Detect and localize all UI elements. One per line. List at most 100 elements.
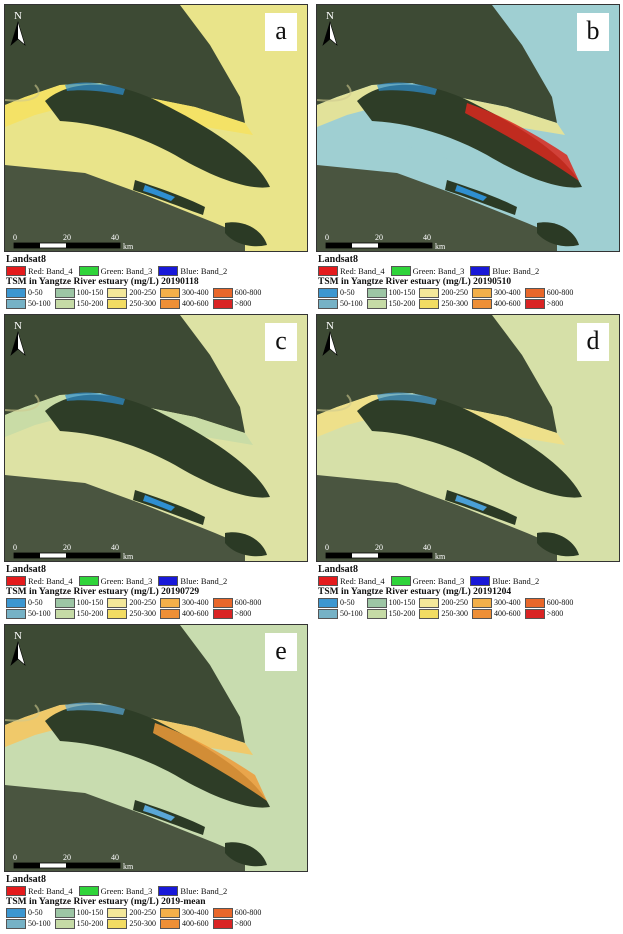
svg-text:40: 40 <box>111 853 119 862</box>
north-arrow-icon: N <box>9 629 27 667</box>
legend-class: 50-100 <box>318 609 363 619</box>
panel-letter: e <box>265 633 297 671</box>
legend-swatch <box>54 609 75 619</box>
map-image <box>5 5 307 251</box>
legend-rgb-item: Blue: Band_2 <box>158 266 227 276</box>
panel-letter: a <box>265 13 297 51</box>
legend-class: 0-50 <box>318 288 363 298</box>
svg-text:20: 20 <box>63 853 71 862</box>
legend-class: >800 <box>212 919 262 929</box>
tsm-map: e N 0 20 40 km <box>4 624 308 872</box>
legend-class: 50-100 <box>6 299 51 309</box>
legend-class: 100-150 <box>54 908 103 918</box>
legend: Landsat8 Red: Band_4 Green: Band_3 Blue: Ba… <box>318 564 620 619</box>
svg-text:0: 0 <box>325 233 329 242</box>
legend-rgb: Red: Band_4 Green: Band_3 Blue: Band_2 <box>318 576 620 586</box>
legend-swatch <box>470 576 491 586</box>
legend-swatch <box>54 908 75 918</box>
legend-rgb-item: Green: Band_3 <box>390 576 464 586</box>
svg-text:N: N <box>14 320 22 332</box>
legend-class: 0-50 <box>6 598 51 608</box>
legend-classes: 0-50 100-150 200-250 300-400 600-800 50-100 15… <box>6 908 308 929</box>
legend-swatch <box>107 288 128 298</box>
svg-text:km: km <box>435 242 446 251</box>
legend-class: 50-100 <box>6 609 51 619</box>
legend-swatch <box>212 598 233 608</box>
legend-swatch <box>472 598 493 608</box>
legend-swatch <box>107 598 128 608</box>
tsm-title: TSM in Yangtze River estuary (mg/L) 2019… <box>6 897 206 907</box>
legend: Landsat8 Red: Band_4 Green: Band_3 Blue: Ba… <box>318 254 620 309</box>
legend-swatch <box>158 266 179 276</box>
legend-rgb-item: Green: Band_3 <box>78 886 152 896</box>
legend-class: 250-300 <box>419 609 468 619</box>
legend-rgb-item: Red: Band_4 <box>6 266 73 276</box>
legend-swatch <box>78 576 99 586</box>
legend-swatch <box>54 288 75 298</box>
legend-swatch <box>78 266 99 276</box>
legend-sensor: Landsat8 <box>318 254 359 265</box>
legend-class: >800 <box>212 609 262 619</box>
north-arrow-icon: N <box>321 319 339 357</box>
legend-swatch <box>6 576 26 586</box>
legend-swatch <box>390 266 411 276</box>
legend-swatch <box>54 598 75 608</box>
tsm-title: TSM in Yangtze River estuary (mg/L) 2019… <box>6 587 200 597</box>
svg-text:20: 20 <box>375 233 383 242</box>
svg-text:20: 20 <box>63 543 71 552</box>
legend-swatch <box>472 299 493 309</box>
legend-class: 250-300 <box>107 609 156 619</box>
svg-text:N: N <box>326 10 334 22</box>
legend-class: 100-150 <box>366 288 415 298</box>
legend-swatch <box>318 288 338 298</box>
legend-rgb: Red: Band_4 Green: Band_3 Blue: Band_2 <box>6 886 308 896</box>
tsm-title: TSM in Yangtze River estuary (mg/L) 2019… <box>6 277 199 287</box>
legend-rgb-item: Red: Band_4 <box>318 576 385 586</box>
legend-swatch <box>6 266 26 276</box>
svg-text:N: N <box>14 10 22 22</box>
legend-class: 100-150 <box>54 598 103 608</box>
legend-swatch <box>419 609 440 619</box>
legend-swatch <box>212 288 233 298</box>
legend-swatch <box>212 609 233 619</box>
legend-class: 600-800 <box>212 908 261 918</box>
legend-class: 200-250 <box>107 288 156 298</box>
legend-swatch <box>6 598 26 608</box>
legend-class: 250-300 <box>419 299 468 309</box>
tsm-title: TSM in Yangtze River estuary (mg/L) 2019… <box>318 587 512 597</box>
legend-class: 600-800 <box>524 288 573 298</box>
legend-swatch <box>107 299 128 309</box>
svg-text:km: km <box>123 552 134 561</box>
legend-swatch <box>107 609 128 619</box>
legend-swatch <box>6 609 26 619</box>
svg-text:km: km <box>123 242 134 251</box>
tsm-map: c N 0 20 40 km <box>4 314 308 562</box>
legend-class: 300-400 <box>472 598 521 608</box>
legend-swatch <box>107 908 128 918</box>
tsm-map: b N 0 20 40 km <box>316 4 620 252</box>
legend-swatch <box>524 299 545 309</box>
north-arrow-icon: N <box>9 9 27 47</box>
legend-swatch <box>366 299 387 309</box>
legend-swatch <box>160 288 181 298</box>
svg-text:0: 0 <box>13 233 17 242</box>
legend-classes: 0-50 100-150 200-250 300-400 600-800 50-100 15… <box>318 288 620 309</box>
legend-class: 50-100 <box>6 919 51 929</box>
legend: Landsat8 Red: Band_4 Green: Band_3 Blue: Ba… <box>6 564 308 619</box>
svg-text:0: 0 <box>325 543 329 552</box>
legend-swatch <box>366 598 387 608</box>
map-image <box>5 625 307 871</box>
legend-class: >800 <box>524 609 574 619</box>
legend-rgb-item: Red: Band_4 <box>318 266 385 276</box>
legend-swatch <box>366 609 387 619</box>
legend-swatch <box>6 288 26 298</box>
legend-swatch <box>524 598 545 608</box>
legend-class: 100-150 <box>366 598 415 608</box>
legend-class: >800 <box>212 299 262 309</box>
legend-class: 200-250 <box>419 288 468 298</box>
svg-text:0: 0 <box>13 543 17 552</box>
north-arrow-icon: N <box>321 9 339 47</box>
svg-text:N: N <box>326 320 334 332</box>
svg-text:40: 40 <box>423 233 431 242</box>
legend-class: 0-50 <box>6 288 51 298</box>
